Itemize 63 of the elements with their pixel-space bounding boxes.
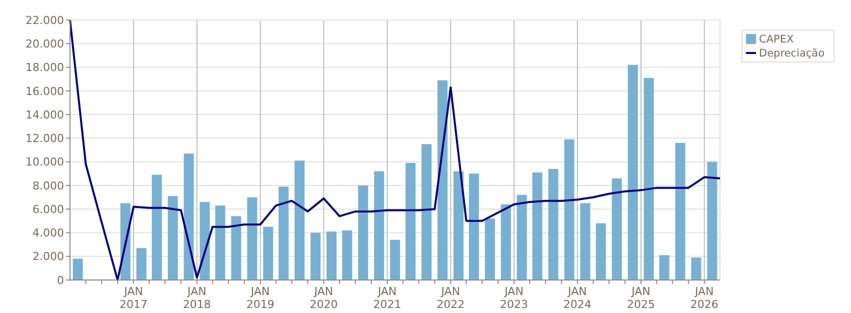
bar: [136, 248, 146, 280]
bar: [247, 197, 258, 280]
y-tick-label: 0: [57, 274, 64, 287]
bar: [468, 174, 479, 280]
y-tick-label: 18.000: [26, 61, 64, 74]
bar: [564, 139, 574, 280]
bar: [231, 216, 242, 280]
y-tick-label: 16.000: [26, 84, 64, 98]
bar: [548, 168, 558, 280]
bar: [500, 204, 511, 280]
x-tick-label: JAN 2021: [373, 285, 402, 311]
bar: [580, 203, 590, 280]
bar: [390, 240, 400, 280]
bar: [406, 163, 416, 280]
x-tick-label: JAN 2024: [563, 285, 592, 311]
bar: [691, 258, 702, 280]
legend-label: CAPEX: [759, 34, 794, 46]
bar: [532, 172, 542, 280]
x-tick-label: JAN 2018: [182, 285, 211, 311]
bar: [215, 206, 226, 280]
x-tick-label: JAN 2025: [626, 285, 655, 311]
bar: [168, 196, 178, 280]
x-tick-label: JAN 2019: [246, 285, 274, 311]
bar: [596, 223, 606, 280]
x-tick-label: JAN 2023: [500, 285, 528, 311]
bar: [72, 258, 83, 280]
bar: [200, 202, 210, 280]
bar: [659, 255, 670, 280]
bar: [612, 178, 622, 280]
y-tick-label: 22.000: [26, 14, 64, 27]
x-tick-label: JAN 2026: [690, 285, 718, 311]
bar: [278, 186, 289, 280]
line-series: [69, 19, 721, 281]
bar: [326, 232, 337, 280]
y-tick-label: 10.000: [26, 156, 64, 169]
bar: [675, 142, 686, 280]
y-tick-label: 4.000: [32, 226, 64, 240]
y-tick-label: 20.000: [26, 37, 64, 50]
bar: [374, 171, 384, 280]
y-tick-label: 8.000: [32, 179, 64, 192]
bar: [707, 162, 718, 280]
bar: [628, 64, 638, 280]
bar: [422, 144, 432, 280]
bar: [342, 230, 352, 280]
bar: [358, 185, 368, 280]
y-tick-label: 6.000: [32, 202, 64, 216]
y-tick-label: 12.000: [26, 132, 64, 146]
x-tick-label: JAN 2022: [436, 285, 465, 311]
bar: [484, 218, 495, 280]
bar: [437, 80, 448, 280]
bar: [263, 226, 274, 280]
y-tick-label: 2.000: [32, 250, 64, 264]
bar: [152, 174, 162, 280]
y-tick-label: 14.000: [26, 108, 64, 122]
legend-label: Depreciação: [759, 48, 825, 60]
bar: [184, 154, 194, 280]
bar: [644, 78, 654, 280]
bar: [516, 194, 527, 280]
bar: [294, 160, 305, 280]
bar: [453, 171, 464, 280]
bar: [310, 232, 321, 280]
x-tick-label: JAN 2017: [120, 285, 148, 311]
x-tick-label: JAN 2020: [310, 285, 338, 311]
